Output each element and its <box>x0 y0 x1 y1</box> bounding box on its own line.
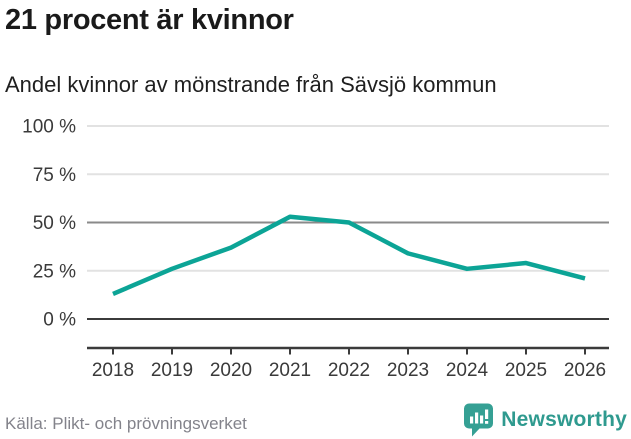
y-tick-label: 75 % <box>33 165 76 186</box>
y-tick-label: 50 % <box>33 213 76 234</box>
x-tick-label: 2019 <box>151 360 193 381</box>
source-note: Källa: Plikt- och prövningsverket <box>5 414 247 433</box>
x-tick-label: 2021 <box>269 360 311 381</box>
x-tick-label: 2024 <box>446 360 489 381</box>
x-tick-label: 2020 <box>210 360 252 381</box>
x-tick-label: 2025 <box>505 360 547 381</box>
chart-title: 21 procent är kvinnor <box>5 4 294 36</box>
data-line <box>112 214 586 296</box>
newsworthy-bubble-chart-icon <box>464 403 494 437</box>
newsworthy-logo[interactable]: Newsworthy <box>463 403 627 437</box>
chart-subtitle: Andel kvinnor av mönstrande från Sävsjö … <box>5 72 497 97</box>
x-tick-label: 2026 <box>564 360 606 381</box>
newsworthy-wordmark: Newsworthy <box>501 408 627 431</box>
line-chart: 0 % 25 % 50 % 75 % 100 % 2018 2019 2020 2021 2022… <box>22 117 609 381</box>
y-tick-label: 100 % <box>22 117 76 138</box>
x-tick-label: 2018 <box>92 360 134 381</box>
y-tick-label: 25 % <box>33 261 76 282</box>
y-tick-label: 0 % <box>43 310 76 331</box>
x-tick-label: 2023 <box>387 360 429 381</box>
x-tick-label: 2022 <box>328 360 370 381</box>
